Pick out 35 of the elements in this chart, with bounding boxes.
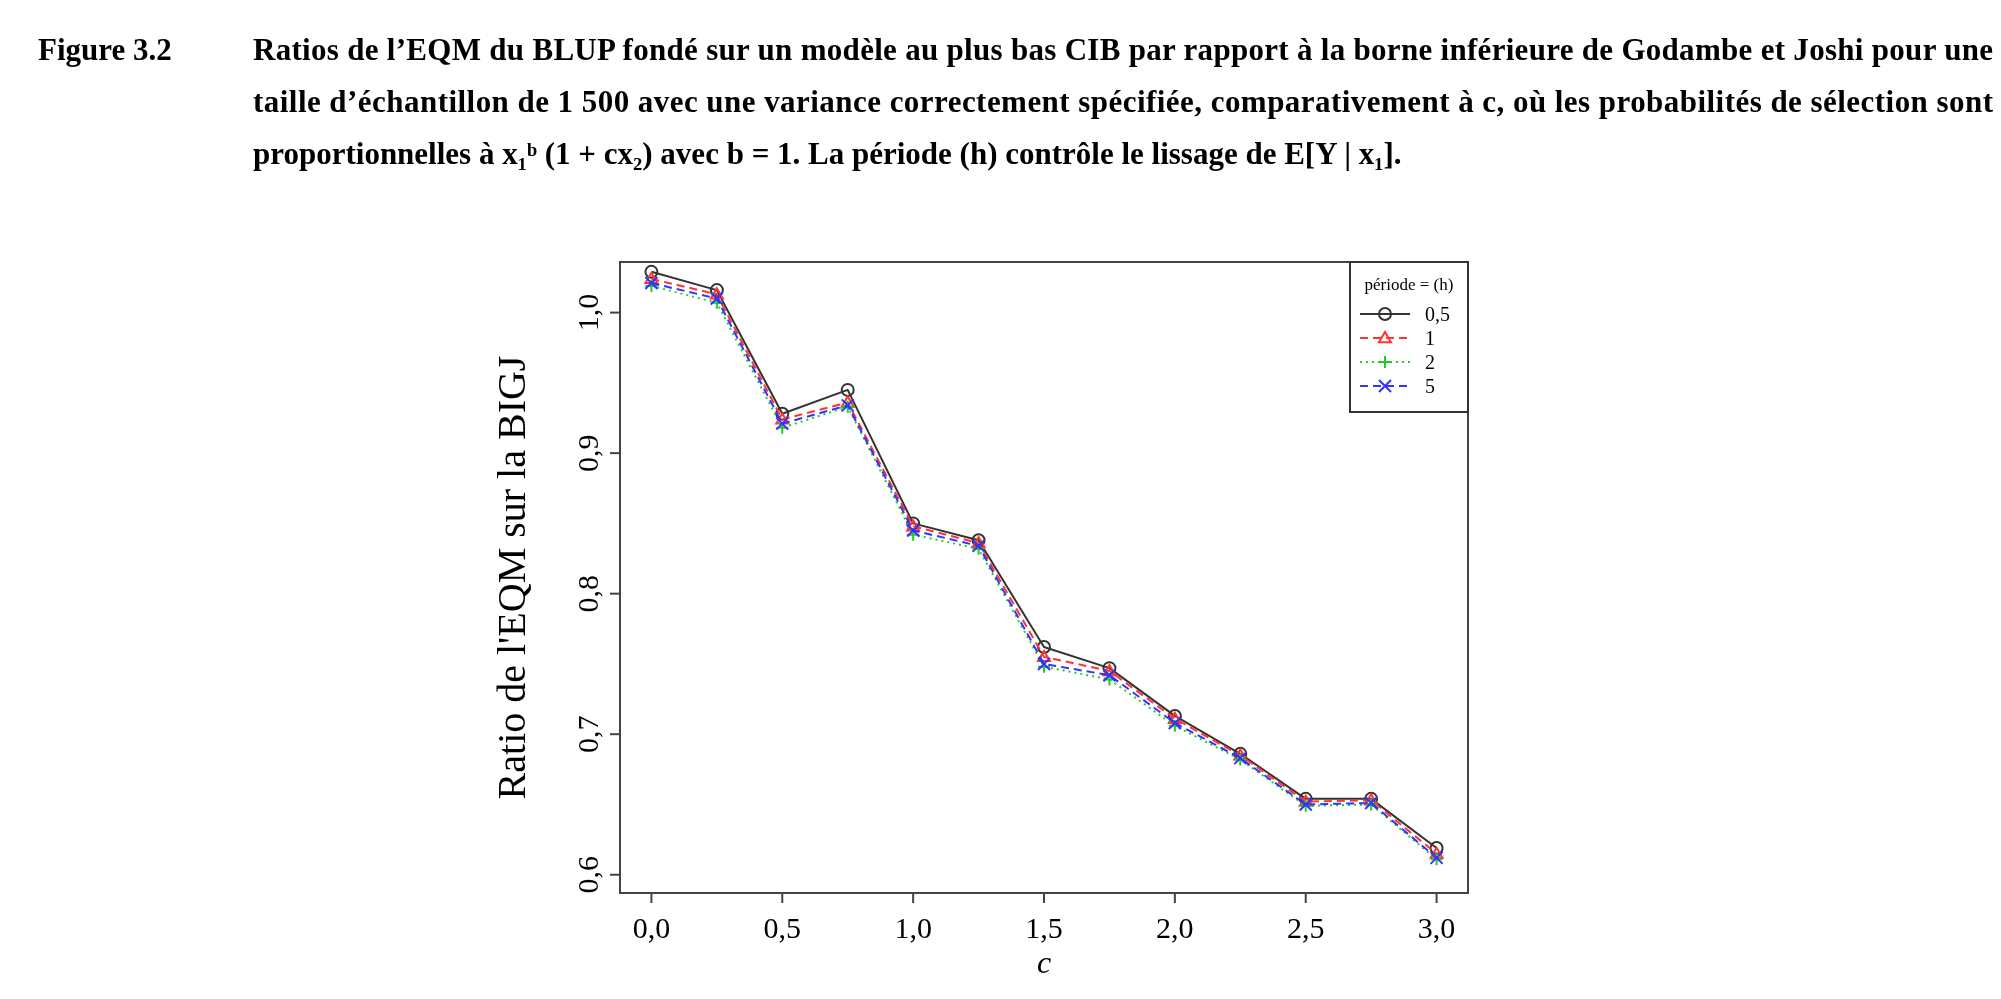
x-axis-title: c [1036, 944, 1052, 980]
x-tick-label: 1,0 [894, 911, 932, 944]
point [1429, 846, 1444, 859]
point [1102, 668, 1117, 683]
y-tick-label: 0,8 [571, 574, 604, 613]
point [709, 291, 724, 306]
x-tick-label: 2,0 [1156, 911, 1194, 944]
x-tick-label: 1,5 [1025, 911, 1063, 944]
point [644, 271, 659, 285]
x-tick-label: 2,5 [1286, 911, 1325, 944]
legend-title: période = (h) [1364, 275, 1454, 294]
point [1429, 841, 1444, 856]
point [840, 382, 855, 397]
point [775, 416, 790, 431]
y-tick-label: 0,7 [571, 715, 604, 753]
point [775, 412, 790, 425]
y-tick-label: 0,6 [571, 855, 604, 894]
x-tick-label: 0,0 [632, 911, 671, 944]
point [840, 395, 855, 408]
legend-label: 1 [1425, 327, 1435, 349]
legend-label: 0,5 [1425, 303, 1450, 325]
point [1037, 649, 1051, 663]
legend-label: 5 [1425, 375, 1435, 397]
point [1037, 640, 1051, 655]
y-tick-label: 0,9 [571, 434, 604, 472]
point [775, 406, 790, 421]
point [906, 523, 921, 538]
chart-title: Figure 3.2 Ratios de l’EQM du BLUP fondé sur un modèle au plus bas CIB par rapport à la borne inférieure de Godambe et Joshi pour une taille d’échantillon de 1 500 avec une variance correctement spécifiée, comparativement à c, où les probabilités de sélection sont proportionnelles à x₁ᵇ (1 + cx₂) avec b = 1. La période (h) contrôle le lissage de E[Y | x₁]. [38, 32, 1993, 171]
point [644, 264, 659, 279]
x-tick-label: 3,0 [1417, 911, 1456, 944]
x-tick-label: 0,5 [763, 911, 802, 944]
point [709, 287, 724, 300]
y-axis-title: Ratio de l'EQM sur la BIGJ [489, 355, 534, 800]
y-tick-label: 1,0 [571, 293, 604, 332]
legend-label: 2 [1425, 351, 1435, 373]
